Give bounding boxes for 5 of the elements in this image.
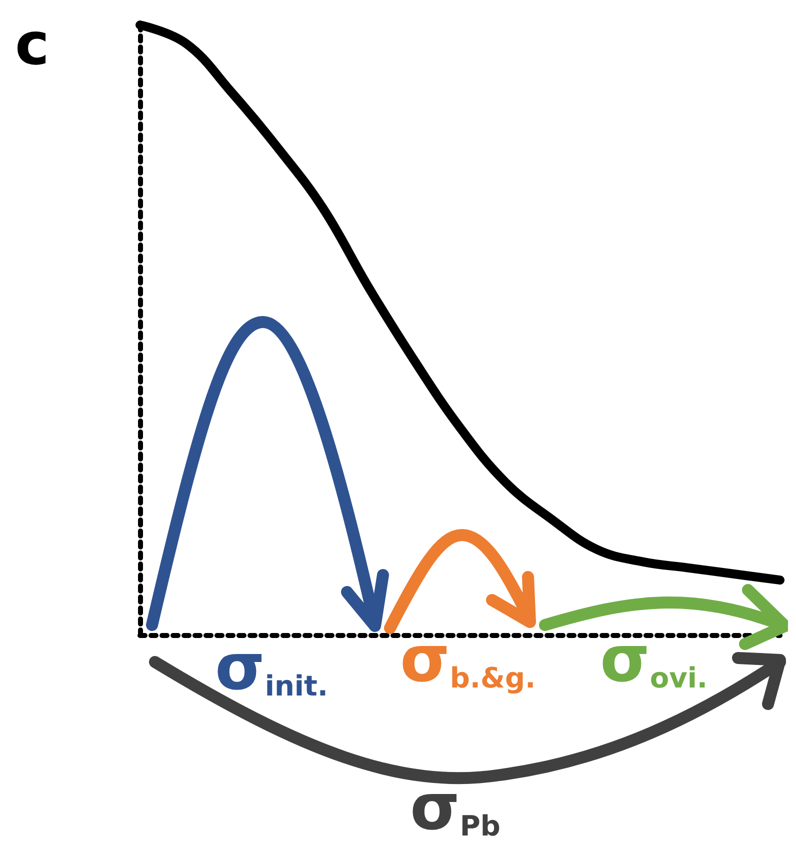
annotation: σinit.	[215, 631, 328, 705]
chart-title: c	[15, 10, 50, 78]
annotation: σovi.	[600, 623, 708, 697]
annotation: σb.&g.	[400, 623, 536, 697]
text: σPb	[410, 771, 500, 845]
